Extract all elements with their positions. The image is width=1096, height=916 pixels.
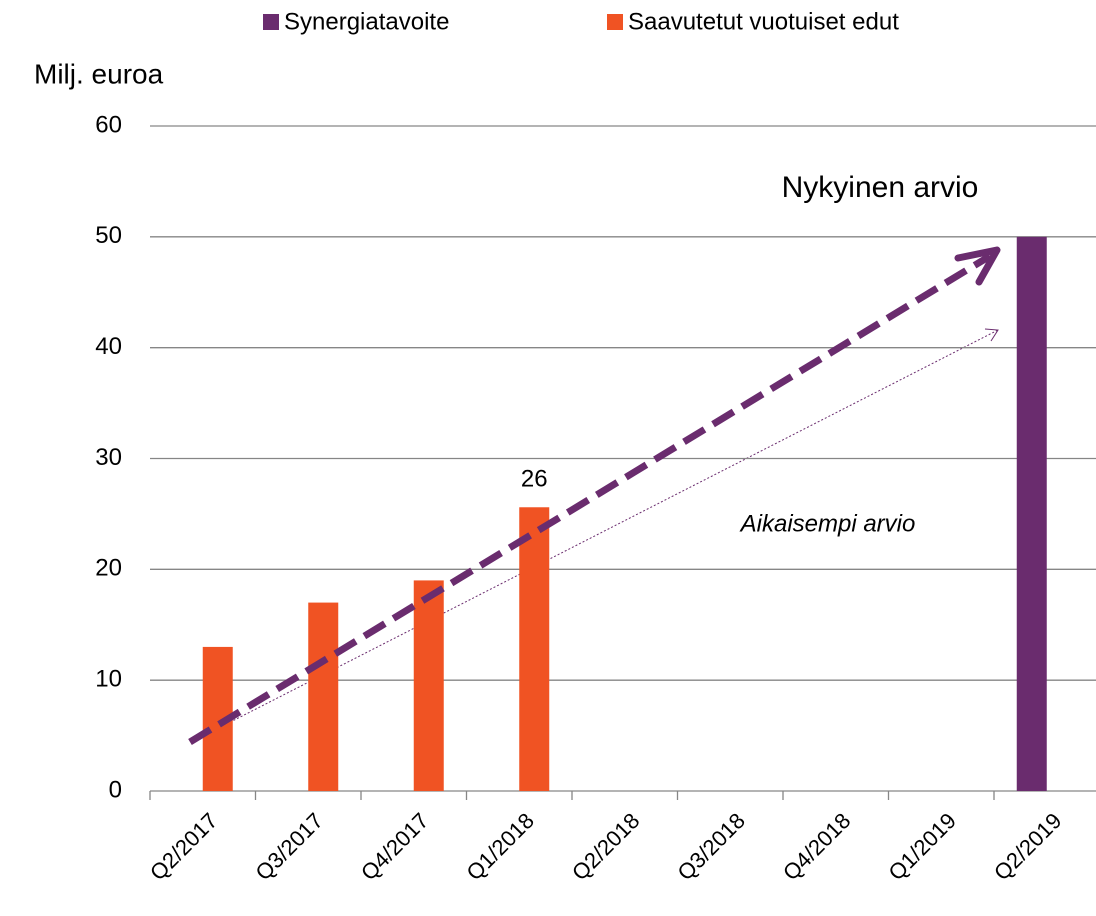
legend-label: Saavutetut vuotuiset edut <box>628 8 899 35</box>
y-tick-label: 60 <box>95 111 122 138</box>
x-tick-label: Q3/2018 <box>673 808 750 885</box>
x-tick-label: Q2/2018 <box>567 808 644 885</box>
data-label: 26 <box>521 466 548 493</box>
y-tick-label: 30 <box>95 444 122 471</box>
current-estimate-arrow <box>188 246 1001 745</box>
bar <box>519 507 550 791</box>
annotation: Aikaisempi arvio <box>739 510 916 537</box>
x-tick-label: Q4/2018 <box>778 808 855 885</box>
x-tick-label: Q3/2017 <box>251 808 328 885</box>
arrow-head <box>954 246 1001 286</box>
y-tick-label: 40 <box>95 333 122 360</box>
bar <box>1016 236 1047 792</box>
legend-label: Synergiatavoite <box>284 8 449 35</box>
y-axis-label: Milj. euroa <box>34 58 164 89</box>
y-tick-label: 50 <box>95 222 122 249</box>
x-tick-label: Q2/2019 <box>989 808 1066 885</box>
bar <box>308 602 339 791</box>
y-tick-label: 10 <box>95 666 122 693</box>
arrow-line <box>188 253 992 745</box>
x-tick-label: Q4/2017 <box>356 808 433 885</box>
x-tick-label: Q1/2018 <box>462 808 539 885</box>
bar <box>413 580 444 791</box>
legend-swatch <box>263 14 279 30</box>
y-tick-label: 20 <box>95 555 122 582</box>
x-tick-label: Q1/2019 <box>884 808 961 885</box>
x-tick-label: Q2/2017 <box>145 808 222 885</box>
legend-swatch <box>607 14 623 30</box>
y-tick-label: 0 <box>109 776 122 803</box>
annotation: Nykyinen arvio <box>782 171 979 204</box>
